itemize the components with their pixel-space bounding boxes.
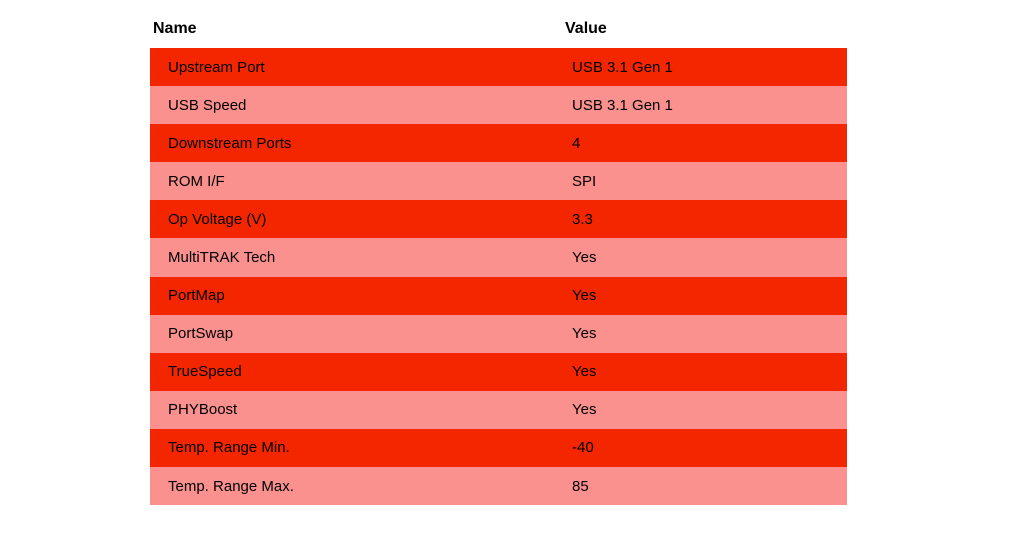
row-value: USB 3.1 Gen 1 xyxy=(572,58,673,76)
row-name: Downstream Ports xyxy=(168,134,292,152)
table-row: TrueSpeed Yes xyxy=(150,352,847,391)
row-name: TrueSpeed xyxy=(168,363,242,381)
row-name: Temp. Range Max. xyxy=(168,477,294,495)
row-name: PHYBoost xyxy=(168,401,238,419)
table-row: Temp. Range Max. 85 xyxy=(150,467,847,506)
row-value: SPI xyxy=(572,172,597,190)
table-body: Upstream Port USB 3.1 Gen 1 USB Speed US… xyxy=(150,48,847,506)
table-row: Op Voltage (V) 3.3 xyxy=(150,200,847,239)
table-row: MultiTRAK Tech Yes xyxy=(150,238,847,277)
row-value: 85 xyxy=(572,477,589,495)
row-name: Temp. Range Min. xyxy=(168,439,290,457)
table-row: PortSwap Yes xyxy=(150,314,847,353)
table-row: Downstream Ports 4 xyxy=(150,124,847,163)
row-value: Yes xyxy=(572,325,597,343)
row-value: Yes xyxy=(572,401,597,419)
table-row: ROM I/F SPI xyxy=(150,162,847,201)
row-name: Op Voltage (V) xyxy=(168,210,267,228)
row-value: Yes xyxy=(572,363,597,381)
row-name: MultiTRAK Tech xyxy=(168,249,276,267)
row-name: Upstream Port xyxy=(168,58,265,76)
row-name: PortSwap xyxy=(168,325,234,343)
table-row: Upstream Port USB 3.1 Gen 1 xyxy=(150,48,847,87)
spec-table: Name Value Upstream Port USB 3.1 Gen 1 U… xyxy=(150,10,847,506)
table-row: PHYBoost Yes xyxy=(150,390,847,429)
row-value: -40 xyxy=(572,439,594,457)
row-value: Yes xyxy=(572,249,597,267)
row-name: PortMap xyxy=(168,287,225,305)
row-value: 3.3 xyxy=(572,210,593,228)
table-row: USB Speed USB 3.1 Gen 1 xyxy=(150,86,847,125)
row-value: USB 3.1 Gen 1 xyxy=(572,96,673,114)
column-header-name: Name xyxy=(153,20,197,37)
column-header-value: Value xyxy=(565,20,607,37)
table-row: PortMap Yes xyxy=(150,276,847,315)
row-value: 4 xyxy=(572,134,581,152)
row-name: ROM I/F xyxy=(168,172,225,190)
row-name: USB Speed xyxy=(168,96,247,114)
table-header-row: Name Value xyxy=(150,10,847,48)
table-row: Temp. Range Min. -40 xyxy=(150,428,847,468)
row-value: Yes xyxy=(572,287,597,305)
